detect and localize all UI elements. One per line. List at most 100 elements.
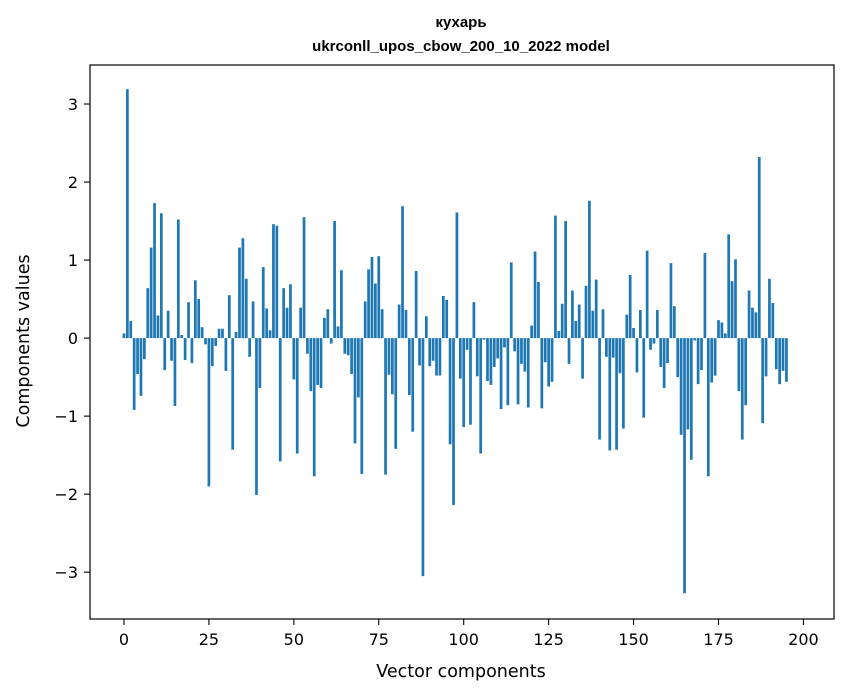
bar-component-6	[143, 338, 146, 360]
x-axis-label: Vector components	[376, 662, 545, 682]
bar-component-49	[289, 284, 292, 339]
bar-component-0	[122, 333, 126, 339]
bar-component-92	[435, 338, 438, 376]
bar-component-73	[370, 256, 374, 339]
bar-component-162	[672, 306, 676, 339]
bar-component-173	[710, 338, 714, 383]
y-axis-ticks: −3 −2 −1 0 1 2 3	[54, 95, 90, 582]
bar-component-157	[655, 310, 659, 339]
bar-component-42	[265, 308, 269, 339]
bar-component-116	[516, 338, 520, 405]
bar-component-149	[628, 274, 632, 339]
bar-component-190	[768, 278, 771, 339]
bar-component-177	[723, 333, 727, 339]
bar-component-80	[394, 338, 398, 449]
bar-component-118	[523, 338, 527, 372]
bar-component-8	[149, 247, 153, 339]
bar-component-179	[730, 281, 734, 339]
x-tick-label: 50	[284, 630, 304, 649]
bar-component-178	[727, 234, 731, 339]
chart-title: кухарь ukrconll_upos_cbow_200_10_2022 mo…	[312, 14, 610, 55]
bar-component-154	[645, 250, 649, 339]
x-tick-label: 175	[703, 630, 734, 649]
y-tick-label: −3	[54, 563, 78, 582]
bar-component-52	[299, 307, 302, 339]
bar-component-147	[622, 338, 625, 429]
bar-component-119	[526, 338, 530, 408]
bar-component-66	[346, 338, 350, 356]
bar-component-90	[428, 338, 432, 367]
y-tick-label: 2	[68, 173, 78, 192]
bar-component-31	[227, 295, 231, 339]
bar-component-58	[319, 338, 323, 389]
bar-component-150	[632, 327, 635, 339]
bar-component-131	[567, 338, 571, 364]
bar-component-184	[747, 290, 751, 339]
bar-component-115	[513, 338, 517, 352]
bar-component-161	[669, 263, 673, 339]
bar-component-104	[475, 338, 479, 377]
bar-component-171	[703, 253, 707, 339]
bar-component-114	[509, 262, 513, 339]
bar-component-159	[662, 338, 666, 389]
bar-series	[122, 89, 788, 594]
bar-component-128	[557, 331, 561, 339]
bar-component-59	[323, 317, 326, 339]
bar-component-43	[268, 330, 272, 339]
bar-component-68	[353, 338, 357, 444]
bar-component-51	[295, 338, 299, 454]
bar-component-112	[503, 338, 506, 348]
bar-component-16	[176, 219, 180, 339]
bar-component-22	[197, 299, 201, 339]
bar-component-194	[781, 338, 785, 371]
bar-component-76	[380, 309, 384, 339]
bar-component-164	[679, 338, 683, 435]
bar-component-2	[129, 320, 133, 339]
bar-component-9	[153, 203, 156, 339]
bar-component-188	[761, 338, 765, 424]
bar-component-93	[438, 338, 442, 376]
bar-component-87	[418, 338, 421, 366]
bar-component-72	[367, 269, 370, 339]
bar-component-10	[156, 315, 160, 339]
bar-component-168	[693, 338, 697, 341]
bar-component-63	[336, 326, 340, 339]
x-tick-label: 200	[788, 630, 819, 649]
x-tick-label: 125	[533, 630, 564, 649]
bar-component-165	[683, 338, 686, 594]
bar-component-146	[618, 338, 622, 374]
bar-component-57	[316, 338, 319, 385]
bar-component-109	[492, 338, 496, 367]
bar-component-26	[210, 338, 214, 367]
bar-component-67	[350, 338, 353, 374]
bar-component-187	[757, 157, 761, 339]
bar-component-169	[696, 338, 700, 385]
bar-component-185	[751, 307, 754, 339]
bar-component-189	[764, 338, 768, 377]
bar-component-105	[479, 338, 483, 454]
bar-component-24	[204, 338, 207, 345]
bar-component-183	[744, 338, 748, 406]
bar-component-27	[214, 338, 218, 346]
y-tick-label: 0	[68, 329, 78, 348]
bar-component-137	[588, 200, 591, 339]
bar-component-95	[445, 299, 449, 339]
bar-component-15	[173, 338, 177, 406]
bar-component-121	[533, 251, 537, 339]
bar-component-145	[615, 338, 618, 450]
bar-component-167	[689, 338, 693, 460]
x-tick-label: 25	[199, 630, 219, 649]
bar-component-54	[306, 338, 309, 354]
bar-component-40	[258, 338, 262, 389]
bar-component-19	[187, 302, 190, 339]
bar-component-129	[560, 303, 564, 339]
bar-component-182	[740, 338, 744, 440]
chart-title-line1: кухарь	[435, 14, 486, 31]
bar-component-91	[431, 338, 435, 361]
bar-component-122	[537, 281, 540, 339]
bar-component-30	[224, 338, 228, 371]
bar-component-143	[608, 338, 612, 451]
y-tick-label: 1	[68, 251, 78, 270]
plot-frame	[89, 64, 835, 620]
